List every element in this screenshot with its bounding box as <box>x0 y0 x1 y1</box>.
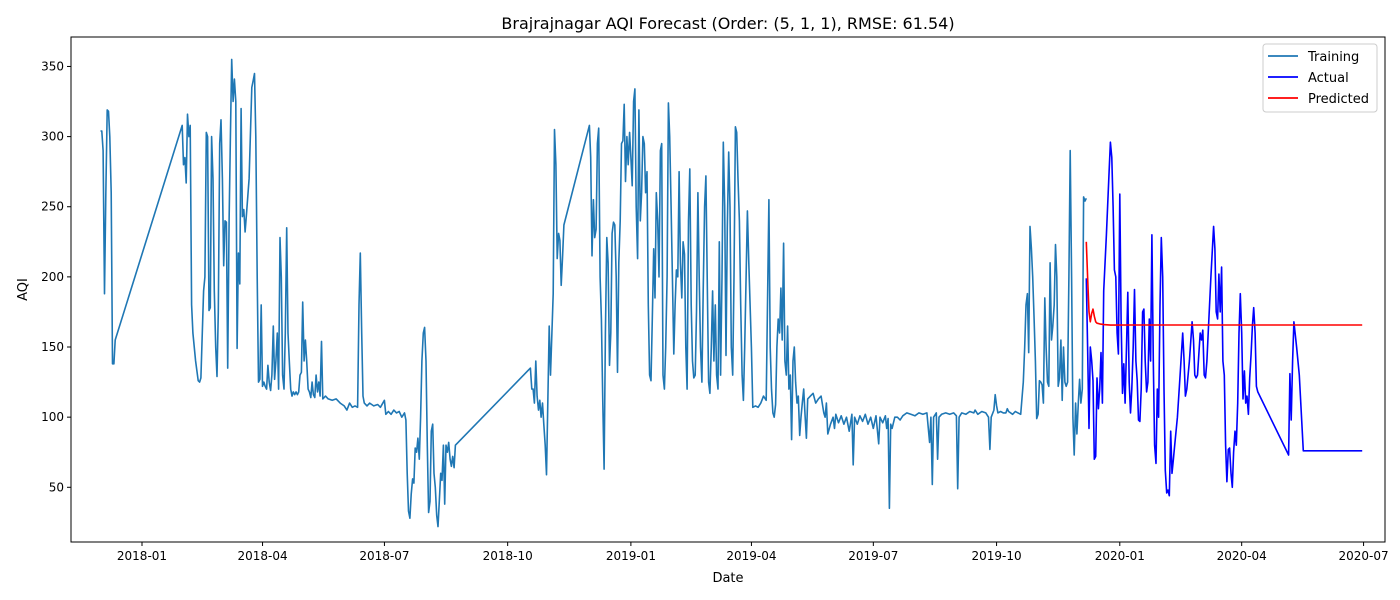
x-axis: 2018-01 2018-04 2018-07 2018-10 2019-01 2019-… <box>117 542 1389 563</box>
y-tick-label: 350 <box>41 59 64 73</box>
x-tick-label: 2020-01 <box>1095 549 1145 563</box>
chart-title: Brajrajnagar AQI Forecast (Order: (5, 1,… <box>501 14 954 33</box>
legend: Training Actual Predicted <box>1262 43 1378 113</box>
series-layer <box>100 58 1363 528</box>
y-tick-label: 250 <box>41 200 64 214</box>
series-line-training <box>100 58 1088 528</box>
x-tick-label: 2018-04 <box>237 549 287 563</box>
x-tick-label: 2019-07 <box>848 549 898 563</box>
y-axis-title: AQI <box>16 278 31 301</box>
series-line-predicted <box>1085 241 1363 326</box>
y-tick-label: 300 <box>41 130 64 144</box>
axes-frame <box>70 36 1386 543</box>
y-tick-label: 50 <box>49 480 64 494</box>
y-tick-label: 100 <box>41 410 64 424</box>
series-line-actual <box>1085 141 1363 497</box>
x-tick-label: 2018-07 <box>359 549 409 563</box>
y-tick-label: 150 <box>41 340 64 354</box>
y-axis: 50 100 150 200 250 300 350 <box>41 59 71 494</box>
x-tick-label: 2019-04 <box>726 549 776 563</box>
x-tick-label: 2019-01 <box>606 549 656 563</box>
legend-box <box>1262 43 1378 113</box>
x-axis-title: Date <box>712 571 743 586</box>
legend-label-predicted: Predicted <box>1308 92 1369 107</box>
legend-label-actual: Actual <box>1308 71 1349 86</box>
x-tick-label: 2019-10 <box>971 549 1021 563</box>
plot-area <box>70 36 1386 543</box>
x-tick-label: 2020-04 <box>1217 549 1267 563</box>
x-tick-label: 2018-10 <box>483 549 533 563</box>
legend-label-training: Training <box>1307 50 1359 65</box>
x-tick-label: 2020-07 <box>1338 549 1388 563</box>
y-tick-label: 200 <box>41 270 64 284</box>
x-tick-label: 2018-01 <box>117 549 167 563</box>
